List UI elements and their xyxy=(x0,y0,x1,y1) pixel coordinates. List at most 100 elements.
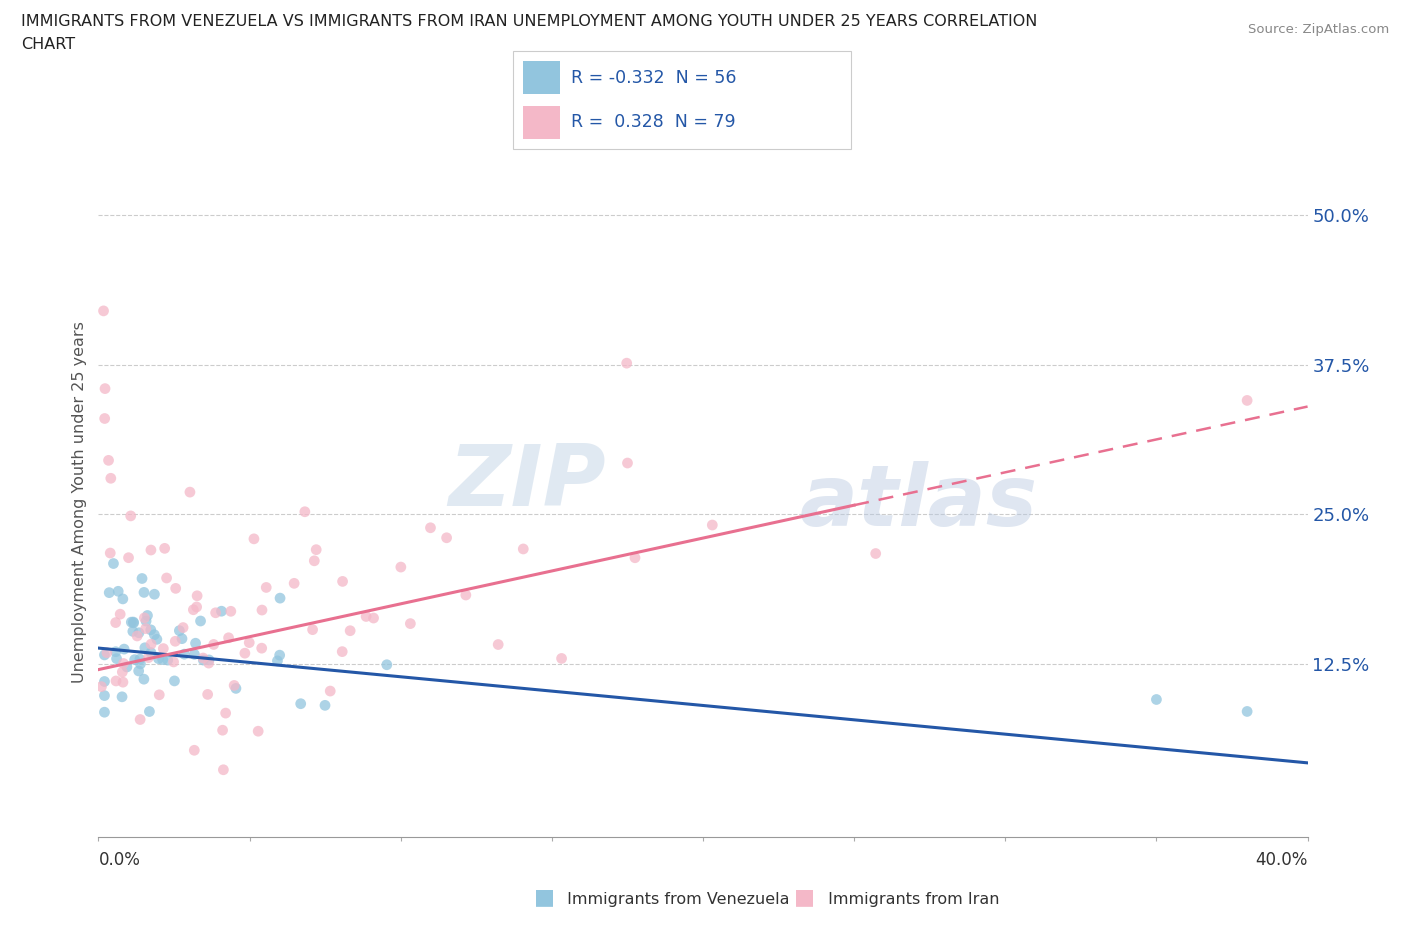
Point xyxy=(139,645,162,660)
Point xyxy=(186,600,208,615)
Point xyxy=(127,629,149,644)
Point xyxy=(389,560,412,575)
Point xyxy=(294,504,316,519)
Point xyxy=(135,621,157,636)
Point xyxy=(100,471,122,485)
Point xyxy=(148,651,170,666)
Point xyxy=(197,656,219,671)
Point xyxy=(108,606,131,621)
Point xyxy=(93,303,115,318)
Point xyxy=(132,671,155,686)
Point xyxy=(128,652,150,667)
Point xyxy=(128,625,150,640)
Text: Immigrants from Venezuela: Immigrants from Venezuela xyxy=(562,892,790,907)
Point xyxy=(304,553,326,568)
Point xyxy=(454,588,477,603)
Point xyxy=(624,551,647,565)
Text: R = -0.332  N = 56: R = -0.332 N = 56 xyxy=(571,69,737,86)
Point xyxy=(550,651,572,666)
Point xyxy=(93,705,115,720)
Point xyxy=(120,615,142,630)
FancyBboxPatch shape xyxy=(523,106,561,140)
Point xyxy=(143,628,166,643)
Point xyxy=(1236,704,1258,719)
Point xyxy=(183,647,205,662)
Point xyxy=(139,542,162,557)
Point xyxy=(363,611,385,626)
Point xyxy=(332,574,354,589)
Point xyxy=(191,651,214,666)
Point xyxy=(702,518,724,533)
Text: CHART: CHART xyxy=(21,37,75,52)
Point xyxy=(339,623,361,638)
Point xyxy=(170,631,193,646)
Point xyxy=(163,673,186,688)
Point xyxy=(128,663,150,678)
Point xyxy=(138,650,160,665)
Point xyxy=(153,541,176,556)
Point xyxy=(90,679,112,694)
Point xyxy=(156,653,179,668)
Text: R =  0.328  N = 79: R = 0.328 N = 79 xyxy=(571,113,735,131)
Point xyxy=(98,546,121,561)
Point xyxy=(197,687,219,702)
Point xyxy=(436,530,458,545)
Point xyxy=(224,678,246,693)
Point xyxy=(103,556,125,571)
Point xyxy=(152,641,174,656)
Point xyxy=(254,580,277,595)
Text: ■: ■ xyxy=(794,886,815,907)
Point xyxy=(152,652,174,667)
Point xyxy=(186,589,208,604)
Point xyxy=(93,688,115,703)
Point xyxy=(94,381,117,396)
Point xyxy=(121,624,143,639)
Point xyxy=(190,614,212,629)
Point xyxy=(219,604,242,618)
Point xyxy=(266,654,288,669)
Point xyxy=(111,689,134,704)
Point xyxy=(112,656,135,671)
Point xyxy=(172,620,194,635)
Point xyxy=(183,603,205,618)
Point xyxy=(250,641,273,656)
Point xyxy=(96,645,118,660)
Point xyxy=(93,411,115,426)
Text: 40.0%: 40.0% xyxy=(1256,851,1308,869)
Point xyxy=(212,763,235,777)
Point xyxy=(162,655,184,670)
Point xyxy=(211,604,233,618)
Point xyxy=(486,637,509,652)
Point xyxy=(183,743,205,758)
Point xyxy=(204,605,226,620)
Point xyxy=(122,615,145,630)
Point xyxy=(193,653,215,668)
Point xyxy=(111,665,134,680)
Point xyxy=(111,675,134,690)
Point xyxy=(136,608,159,623)
Point xyxy=(250,603,273,618)
Text: atlas: atlas xyxy=(800,460,1038,544)
Point xyxy=(124,652,146,667)
Point xyxy=(354,609,377,624)
Point xyxy=(148,687,170,702)
Point xyxy=(399,617,422,631)
FancyBboxPatch shape xyxy=(523,61,561,94)
Point xyxy=(105,651,128,666)
Y-axis label: Unemployment Among Youth under 25 years: Unemployment Among Youth under 25 years xyxy=(72,321,87,684)
Point xyxy=(269,591,291,605)
Point xyxy=(134,641,156,656)
Point xyxy=(112,642,135,657)
Point xyxy=(512,541,534,556)
Point xyxy=(129,657,152,671)
Point xyxy=(111,591,134,606)
Point xyxy=(117,551,139,565)
Point xyxy=(173,646,195,661)
Point xyxy=(146,631,169,646)
FancyBboxPatch shape xyxy=(513,51,851,149)
Point xyxy=(184,636,207,651)
Point xyxy=(165,581,187,596)
Point xyxy=(1144,692,1167,707)
Point xyxy=(269,647,291,662)
Point xyxy=(139,622,162,637)
